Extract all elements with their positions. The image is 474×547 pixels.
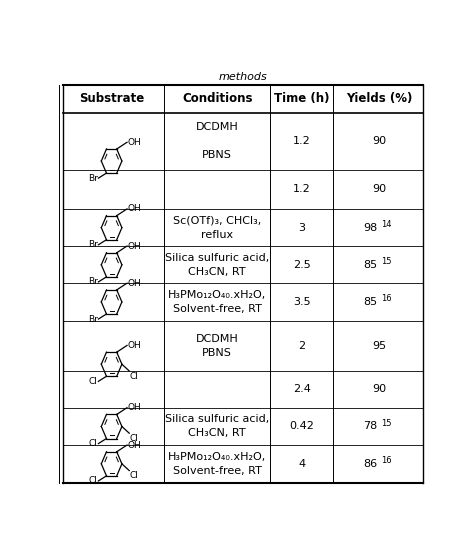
Text: 98: 98 — [364, 223, 378, 232]
Text: Substrate: Substrate — [79, 92, 144, 105]
Text: 3: 3 — [298, 223, 305, 232]
Text: 14: 14 — [381, 220, 392, 229]
Text: 0.42: 0.42 — [289, 422, 314, 432]
Text: OH: OH — [128, 403, 142, 412]
Text: 1.2: 1.2 — [293, 136, 310, 147]
Text: Br: Br — [88, 277, 98, 287]
Text: Br: Br — [88, 240, 98, 249]
Text: Silica sulfuric acid,
CH₃CN, RT: Silica sulfuric acid, CH₃CN, RT — [165, 415, 269, 439]
Text: Silica sulfuric acid,
CH₃CN, RT: Silica sulfuric acid, CH₃CN, RT — [165, 253, 269, 277]
Text: OH: OH — [128, 440, 142, 450]
Text: DCDMH
PBNS: DCDMH PBNS — [196, 334, 238, 358]
Text: 2.4: 2.4 — [293, 385, 310, 394]
Text: 86: 86 — [364, 459, 378, 469]
Text: 16: 16 — [381, 294, 392, 303]
Text: Sc(OTf)₃, CHCl₃,
reflux: Sc(OTf)₃, CHCl₃, reflux — [173, 216, 261, 240]
Text: Br: Br — [88, 315, 98, 324]
Text: Conditions: Conditions — [182, 92, 253, 105]
Text: 1.2: 1.2 — [293, 184, 310, 194]
Text: OH: OH — [128, 242, 142, 251]
Text: DCDMH

PBNS: DCDMH PBNS — [196, 123, 238, 160]
Text: Time (h): Time (h) — [274, 92, 329, 105]
Text: 78: 78 — [364, 422, 378, 432]
Text: 15: 15 — [381, 257, 392, 266]
Text: Cl: Cl — [89, 439, 98, 448]
Text: OH: OH — [128, 341, 142, 350]
Text: OH: OH — [128, 138, 142, 147]
Text: 2: 2 — [298, 341, 305, 351]
Text: Cl: Cl — [89, 377, 98, 386]
Text: H₃PMo₁₂O₄₀.xH₂O,
Solvent-free, RT: H₃PMo₁₂O₄₀.xH₂O, Solvent-free, RT — [168, 452, 266, 476]
Text: 2.5: 2.5 — [293, 260, 310, 270]
Text: 85: 85 — [364, 260, 378, 270]
Text: 90: 90 — [373, 136, 387, 147]
Text: 16: 16 — [381, 456, 392, 465]
Text: OH: OH — [128, 278, 142, 288]
Text: Cl: Cl — [129, 372, 138, 381]
Text: Cl: Cl — [129, 472, 138, 480]
Text: Cl: Cl — [129, 434, 138, 443]
Text: 3.5: 3.5 — [293, 297, 310, 307]
Text: 90: 90 — [373, 184, 387, 194]
Text: 90: 90 — [373, 385, 387, 394]
Text: 4: 4 — [298, 459, 305, 469]
Text: 15: 15 — [381, 418, 392, 428]
Text: Yields (%): Yields (%) — [346, 92, 413, 105]
Text: Cl: Cl — [89, 476, 98, 485]
Text: methods: methods — [219, 72, 267, 82]
Text: OH: OH — [128, 205, 142, 213]
Text: 85: 85 — [364, 297, 378, 307]
Text: Br: Br — [88, 173, 98, 183]
Text: 95: 95 — [373, 341, 387, 351]
Text: H₃PMo₁₂O₄₀.xH₂O,
Solvent-free, RT: H₃PMo₁₂O₄₀.xH₂O, Solvent-free, RT — [168, 290, 266, 314]
